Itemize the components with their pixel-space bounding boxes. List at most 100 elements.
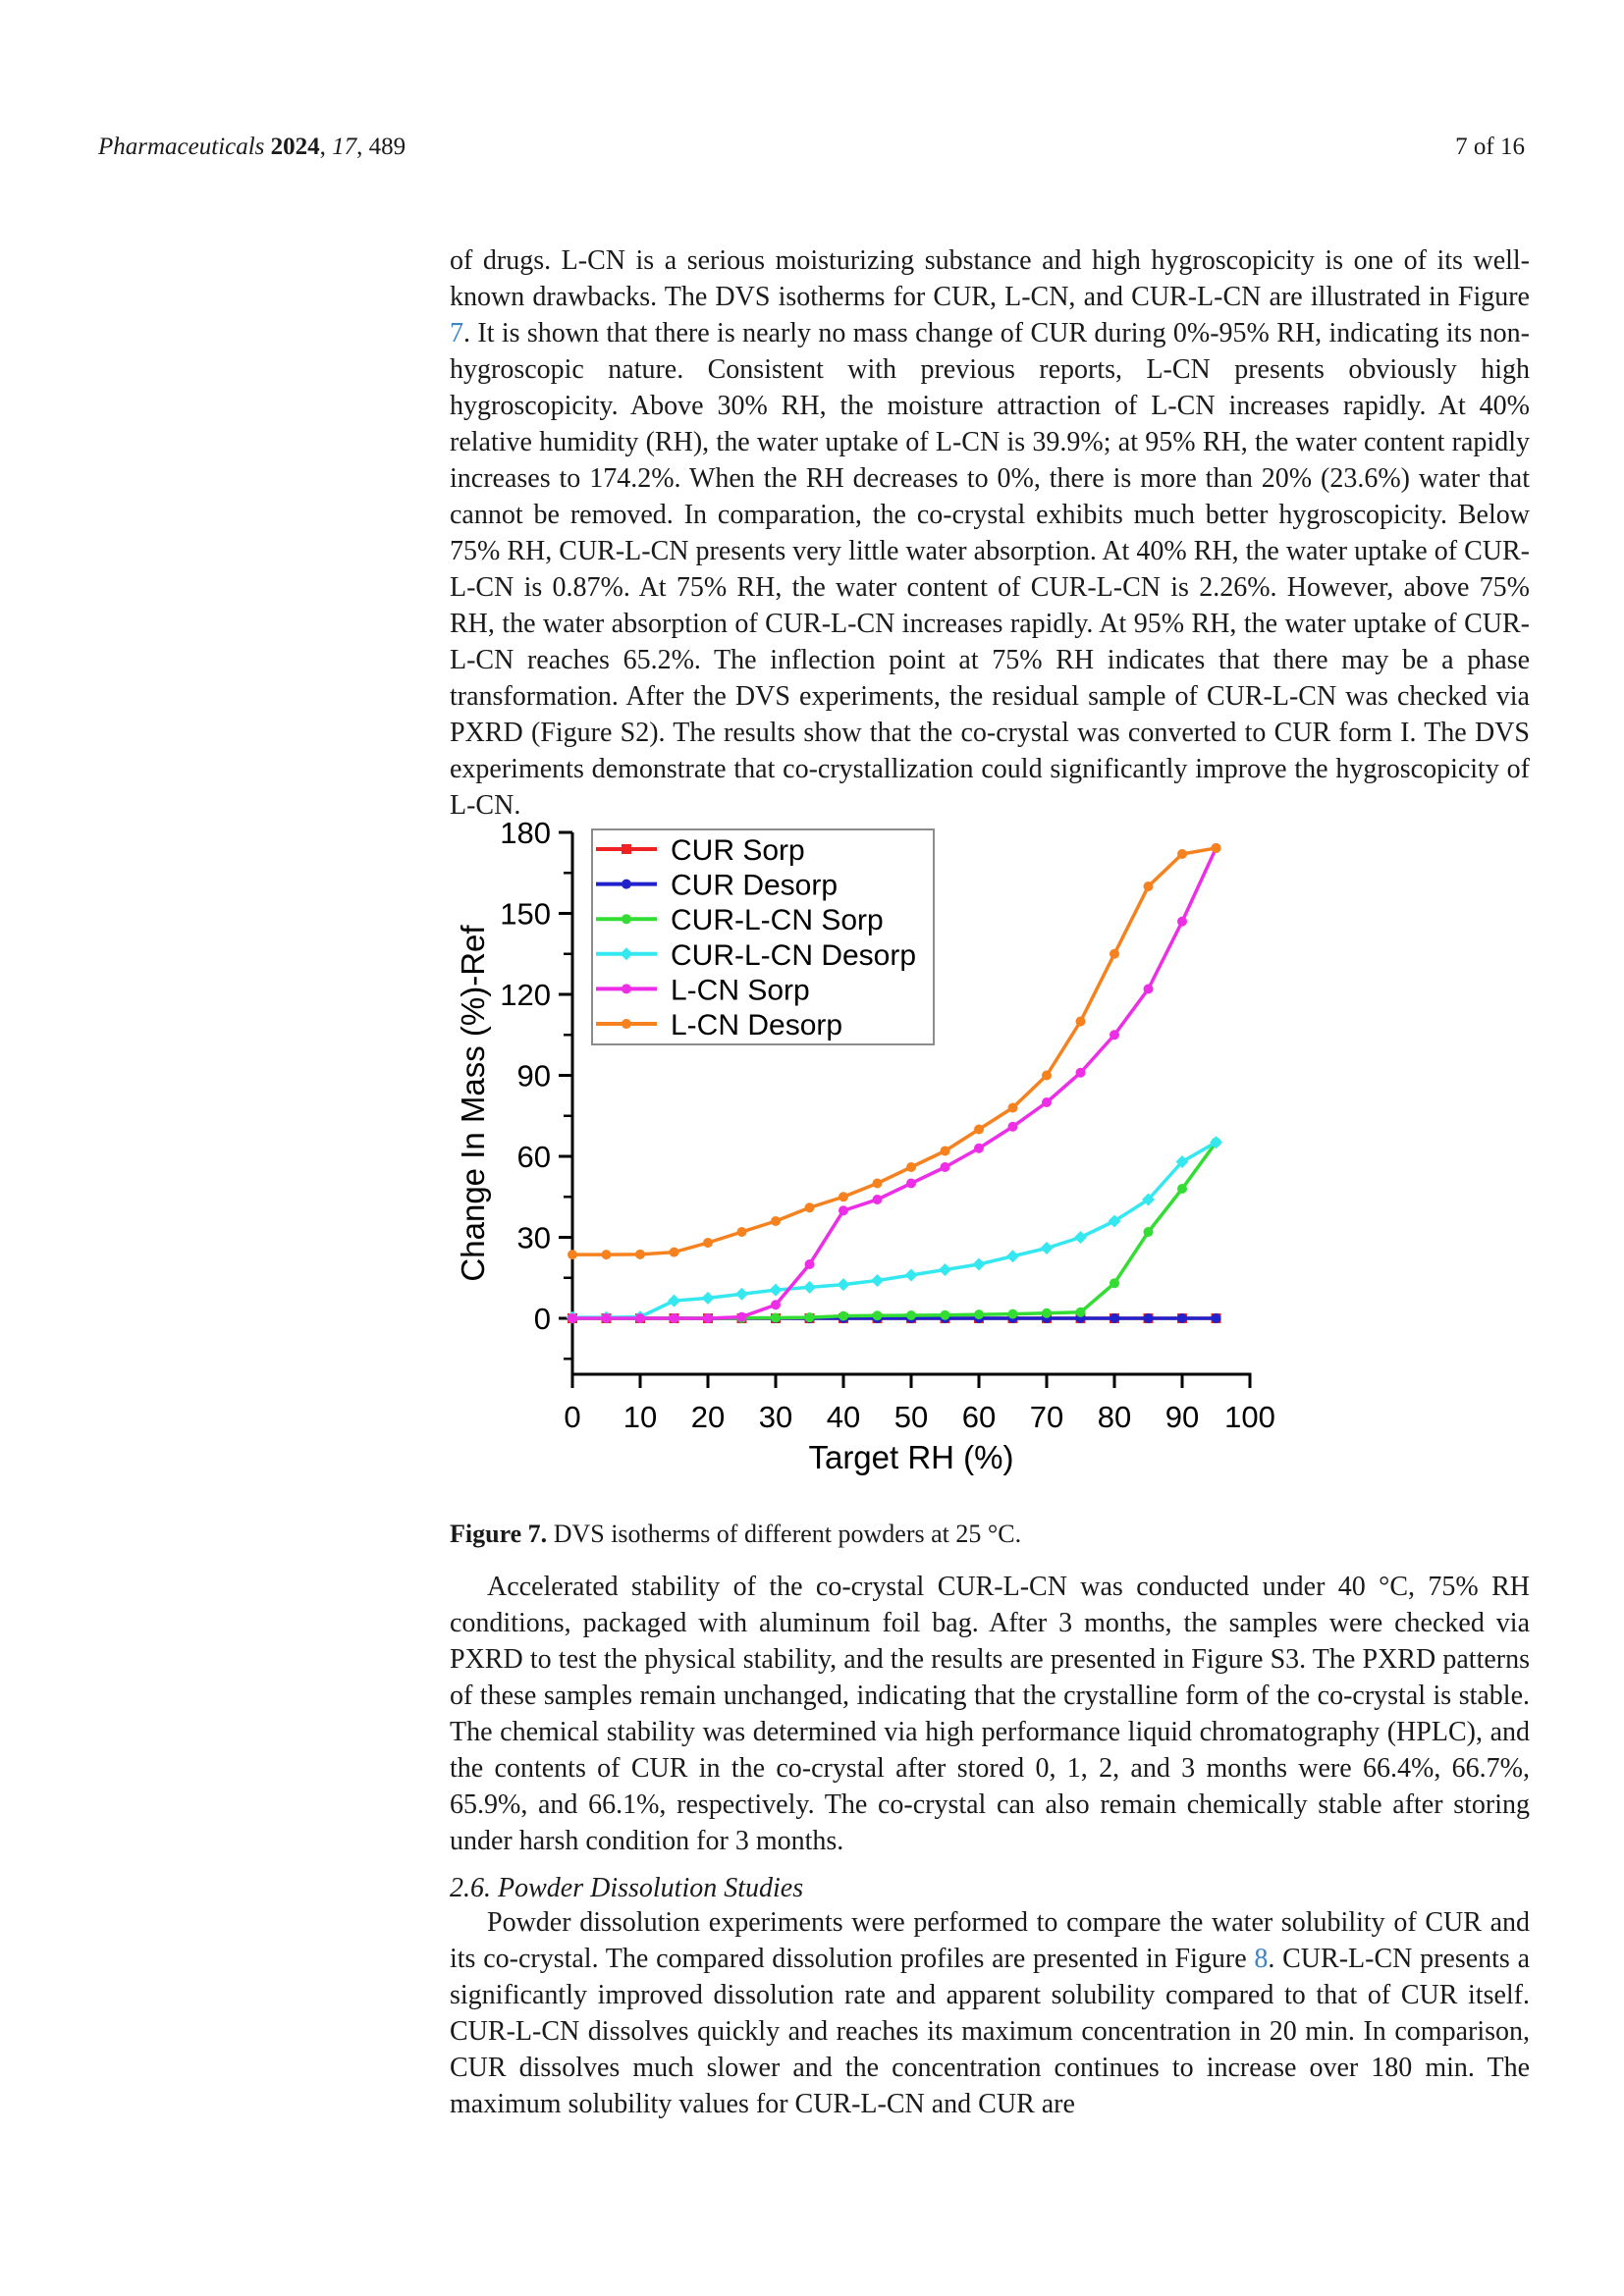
y-tick-label: 90 [517, 1059, 551, 1094]
series-marker-l-cn-desorp [1075, 1016, 1086, 1027]
y-tick-label: 30 [517, 1221, 551, 1255]
series-marker-l-cn-sorp [839, 1205, 848, 1216]
series-marker-cur-l-cn-desorp [769, 1283, 783, 1297]
series-marker-cur-l-cn-desorp [1142, 1193, 1155, 1206]
x-tick-label: 20 [691, 1400, 725, 1434]
series-marker-cur-l-cn-desorp [871, 1274, 884, 1287]
series-marker-cur-l-cn-sorp [1042, 1308, 1052, 1318]
legend-marker [620, 947, 633, 961]
series-marker-cur-desorp [1177, 1313, 1187, 1323]
legend-label: L-CN Sorp [671, 974, 810, 1006]
series-marker-cur-l-cn-sorp [872, 1310, 883, 1321]
series-line-l-cn-desorp [572, 846, 1217, 1256]
series-marker-cur-l-cn-sorp [906, 1309, 916, 1320]
x-tick-label: 100 [1224, 1400, 1275, 1434]
x-tick-label: 0 [564, 1400, 580, 1434]
series-marker-cur-l-cn-sorp [1110, 1278, 1119, 1289]
series-marker-cur-l-cn-desorp [972, 1257, 986, 1271]
series-marker-cur-l-cn-sorp [940, 1309, 950, 1320]
series-marker-cur-l-cn-desorp [1006, 1250, 1019, 1263]
chart-legend-box [591, 828, 935, 1045]
journal-citation: Pharmaceuticals 2024, 17, 489 [98, 133, 406, 161]
series-marker-cur-l-cn-desorp [701, 1291, 715, 1305]
series-marker-l-cn-desorp [872, 1178, 883, 1189]
series-marker-l-cn-sorp [906, 1178, 916, 1189]
legend-marker [622, 914, 631, 925]
series-marker-l-cn-sorp [771, 1300, 781, 1310]
figure-caption-label: Figure 7. [450, 1520, 548, 1548]
paragraph-text: of drugs. L-CN is a serious moisturizing… [450, 245, 1530, 312]
journal-volume: 17 [332, 133, 357, 160]
section-heading-2-6: 2.6. Powder Dissolution Studies [450, 1873, 804, 1903]
running-head: Pharmaceuticals 2024, 17, 489 7 of 16 [98, 133, 1525, 161]
x-tick-label: 30 [759, 1400, 792, 1434]
legend-marker [622, 879, 631, 889]
series-marker-l-cn-sorp [1177, 916, 1187, 927]
series-marker-cur-l-cn-sorp [1143, 1227, 1154, 1237]
x-tick-label: 70 [1030, 1400, 1063, 1434]
series-marker-cur-l-cn-desorp [1074, 1231, 1087, 1244]
series-marker-l-cn-desorp [669, 1247, 679, 1257]
series-marker-l-cn-sorp [568, 1313, 577, 1323]
series-marker-l-cn-desorp [771, 1216, 781, 1226]
x-tick-label: 50 [894, 1400, 928, 1434]
figure7-link[interactable]: 7 [450, 318, 463, 348]
series-marker-l-cn-desorp [839, 1192, 848, 1202]
series-marker-cur-l-cn-desorp [1040, 1242, 1054, 1255]
x-tick-label: 40 [827, 1400, 860, 1434]
separator: , [319, 133, 333, 160]
series-marker-cur-l-cn-sorp [839, 1310, 848, 1321]
paragraph-text: Powder dissolution experiments were perf… [450, 1907, 1530, 1974]
series-marker-l-cn-desorp [1177, 849, 1187, 859]
series-marker-cur-desorp [1110, 1313, 1119, 1323]
series-marker-l-cn-desorp [1007, 1102, 1018, 1113]
series-marker-l-cn-sorp [1143, 984, 1154, 994]
legend-label: CUR Sorp [671, 834, 805, 867]
series-marker-cur-l-cn-desorp [904, 1268, 918, 1282]
journal-name: Pharmaceuticals [98, 133, 265, 160]
series-marker-l-cn-desorp [1143, 881, 1154, 891]
series-marker-l-cn-sorp [974, 1143, 984, 1153]
series-marker-l-cn-sorp [940, 1162, 950, 1172]
series-marker-l-cn-desorp [1042, 1070, 1052, 1081]
figure8-link[interactable]: 8 [1254, 1944, 1269, 1974]
y-tick-label: 180 [500, 816, 551, 850]
legend-marker [622, 1019, 631, 1029]
series-marker-l-cn-sorp [703, 1313, 713, 1323]
paragraph-dvs-discussion: of drugs. L-CN is a serious moisturizing… [450, 242, 1530, 824]
paragraph-dissolution: Powder dissolution experiments were perf… [450, 1904, 1530, 2122]
series-line-cur-l-cn-sorp [572, 1141, 1218, 1320]
series-marker-cur-l-cn-desorp [1210, 1136, 1222, 1149]
y-tick-label: 150 [500, 897, 551, 932]
x-tick-label: 10 [623, 1400, 657, 1434]
series-marker-cur-l-cn-desorp [803, 1280, 816, 1294]
series-marker-cur-desorp [1211, 1313, 1221, 1323]
journal-year: 2024 [270, 133, 320, 160]
series-marker-l-cn-sorp [1110, 1030, 1119, 1041]
series-marker-l-cn-desorp [568, 1250, 577, 1260]
y-tick-label: 60 [517, 1140, 551, 1174]
x-tick-label: 90 [1165, 1400, 1199, 1434]
dvs-isotherm-chart: 0 30 60 90 120 150 180 0 10 20 30 40 50 60 70 80 90 100 Ta… [447, 803, 1311, 1490]
series-marker-l-cn-sorp [601, 1313, 612, 1323]
series-marker-l-cn-sorp [1007, 1121, 1018, 1132]
series-marker-cur-l-cn-sorp [1177, 1184, 1187, 1194]
series-marker-l-cn-sorp [669, 1313, 679, 1323]
series-marker-cur-l-cn-desorp [1175, 1155, 1189, 1168]
series-marker-cur-l-cn-desorp [668, 1294, 680, 1308]
series-marker-cur-l-cn-desorp [1108, 1214, 1121, 1228]
series-marker-l-cn-desorp [1110, 948, 1119, 959]
series-marker-l-cn-sorp [872, 1195, 883, 1204]
series-marker-l-cn-desorp [804, 1202, 815, 1213]
series-marker-l-cn-desorp [940, 1146, 950, 1156]
y-tick-label: 0 [534, 1302, 551, 1336]
separator: , [356, 133, 369, 160]
series-marker-cur-l-cn-sorp [804, 1312, 815, 1323]
series-marker-cur-l-cn-desorp [735, 1287, 748, 1301]
legend-marker [622, 844, 631, 854]
x-tick-label: 60 [962, 1400, 996, 1434]
series-marker-cur-l-cn-sorp [1075, 1307, 1086, 1317]
series-marker-l-cn-sorp [1075, 1067, 1086, 1078]
series-marker-l-cn-desorp [974, 1124, 984, 1135]
